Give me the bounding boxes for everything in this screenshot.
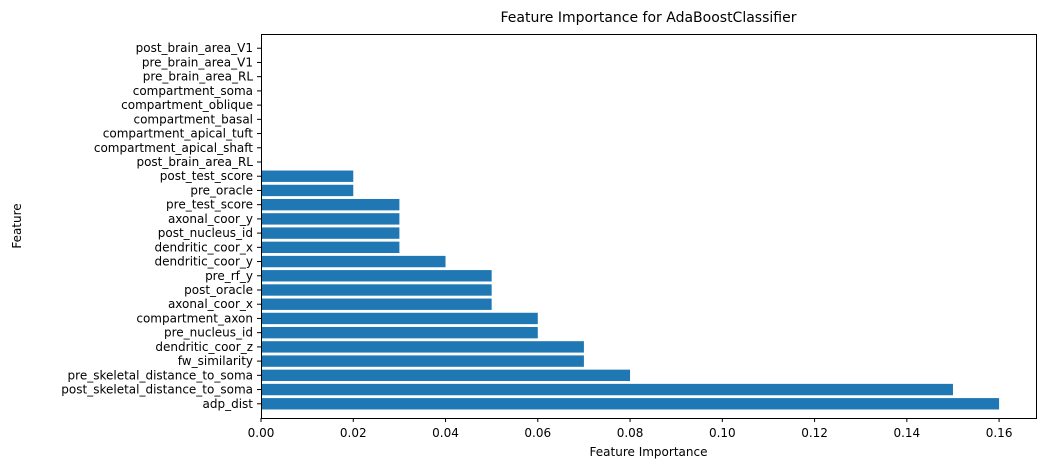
x-tick-label: 0.16 xyxy=(986,426,1013,440)
bar-dendritic_coor_y xyxy=(261,255,446,268)
y-tick-label: dendritic_coor_x xyxy=(155,240,253,254)
y-tick-label: compartment_oblique xyxy=(121,98,253,112)
y-tick-label: pre_brain_area_V1 xyxy=(142,55,253,69)
bar-fw_similarity xyxy=(261,355,584,367)
y-tick-label: post_brain_area_V1 xyxy=(136,41,253,55)
y-tick-label: compartment_soma xyxy=(133,84,253,98)
y-tick-label: compartment_axon xyxy=(136,311,253,325)
y-tick-label: axonal_coor_y xyxy=(168,212,253,226)
y-tick-label: post_oracle xyxy=(184,283,253,297)
y-tick-label: post_skeletal_distance_to_soma xyxy=(61,383,253,397)
x-tick-label: 0.14 xyxy=(893,426,920,440)
bar-pre_nucleus_id xyxy=(261,326,538,339)
x-tick-label: 0.02 xyxy=(340,426,367,440)
y-tick-label: post_test_score xyxy=(160,169,253,183)
x-tick-label: 0.08 xyxy=(617,426,644,440)
y-tick-label: post_brain_area_RL xyxy=(136,155,253,169)
y-tick-label: pre_brain_area_RL xyxy=(143,70,254,84)
y-tick-label: adp_dist xyxy=(203,397,254,411)
bar-dendritic_coor_x xyxy=(261,241,400,254)
bar-pre_rf_y xyxy=(261,270,492,282)
bar-pre_test_score xyxy=(261,198,400,211)
bar-compartment_axon xyxy=(261,312,538,325)
y-tick-label: dendritic_coor_y xyxy=(155,255,253,269)
bars xyxy=(261,170,1000,410)
bar-dendritic_coor_z xyxy=(261,341,584,353)
x-tick-label: 0.06 xyxy=(524,426,551,440)
y-tick-label: compartment_basal xyxy=(133,112,253,126)
y-tick-label: compartment_apical_shaft xyxy=(94,141,253,155)
bar-axonal_coor_y xyxy=(261,213,400,225)
bar-post_test_score xyxy=(261,170,354,182)
y-tick-label: post_nucleus_id xyxy=(158,226,253,240)
y-tick-label: compartment_apical_tuft xyxy=(103,127,254,141)
y-axis-ticks: adp_distpost_skeletal_distance_to_somapr… xyxy=(61,41,261,411)
y-tick-label: pre_test_score xyxy=(166,198,253,212)
bar-axonal_coor_x xyxy=(261,298,492,310)
chart-title: Feature Importance for AdaBoostClassifie… xyxy=(501,10,797,26)
y-tick-label: pre_oracle xyxy=(190,183,253,197)
bar-pre_oracle xyxy=(261,184,354,197)
bar-adp_dist xyxy=(261,398,1000,410)
x-axis-label: Feature Importance xyxy=(590,445,708,459)
y-tick-label: pre_skeletal_distance_to_soma xyxy=(68,368,253,382)
bar-post_oracle xyxy=(261,284,492,296)
x-tick-label: 0.10 xyxy=(709,426,736,440)
y-tick-label: fw_similarity xyxy=(178,354,253,368)
y-tick-label: dendritic_coor_z xyxy=(155,340,253,354)
y-tick-label: axonal_coor_x xyxy=(168,297,253,311)
bar-pre_skeletal_distance_to_soma xyxy=(261,369,631,382)
x-axis-ticks: 0.00 0.02 0.04 0.06 0.08 0.10 0.12 0.14 0.16 xyxy=(248,418,1013,440)
x-tick-label: 0.04 xyxy=(432,426,459,440)
bar-post_nucleus_id xyxy=(261,227,400,239)
x-tick-label: 0.12 xyxy=(801,426,828,440)
y-tick-label: pre_rf_y xyxy=(205,269,253,283)
y-tick-label: pre_nucleus_id xyxy=(164,326,253,340)
bar-post_skeletal_distance_to_soma xyxy=(261,383,953,396)
plot-frame xyxy=(261,34,1037,419)
y-axis-label: Feature xyxy=(10,203,24,248)
x-tick-label: 0.00 xyxy=(248,426,275,440)
